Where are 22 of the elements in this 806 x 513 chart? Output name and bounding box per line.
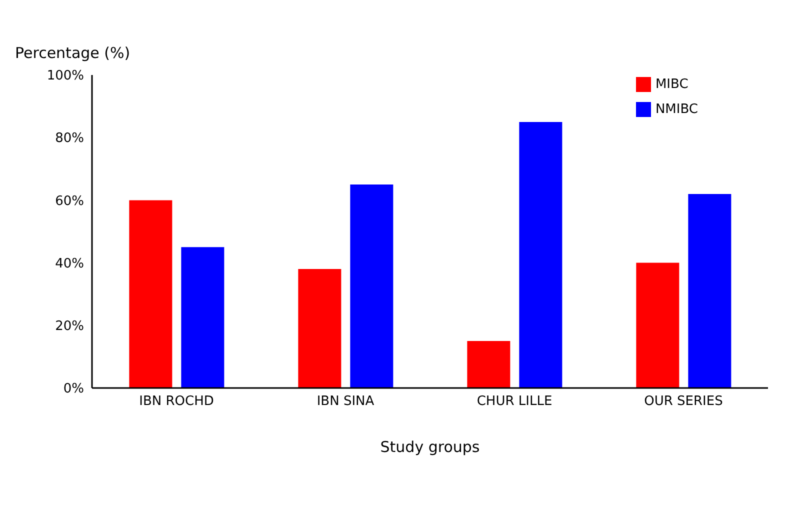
bar xyxy=(636,262,680,388)
y-tick-label: 20% xyxy=(55,319,84,334)
x-tick-label: CHUR LILLE xyxy=(476,394,552,410)
bar xyxy=(350,184,394,388)
x-axis-title: Study groups xyxy=(380,438,480,456)
x-tick-label: IBN ROCHD xyxy=(139,394,214,410)
bar xyxy=(181,247,224,388)
x-tick-label: IBN SINA xyxy=(316,394,374,410)
y-axis-title: Percentage (%) xyxy=(15,44,130,62)
bar xyxy=(129,200,172,388)
y-tick-label: 100% xyxy=(46,68,84,84)
bar xyxy=(688,194,732,388)
y-tick-label: 40% xyxy=(55,256,84,272)
bar xyxy=(519,122,562,388)
bar xyxy=(298,269,342,388)
y-tick-label: 0% xyxy=(63,382,84,397)
y-tick-label: 60% xyxy=(55,194,84,209)
bar xyxy=(467,341,510,388)
x-tick-label: OUR SERIES xyxy=(644,394,723,410)
y-tick-label: 80% xyxy=(55,131,84,146)
legend-label: MIBC xyxy=(655,77,688,92)
legend-label: NMIBC xyxy=(655,102,698,117)
